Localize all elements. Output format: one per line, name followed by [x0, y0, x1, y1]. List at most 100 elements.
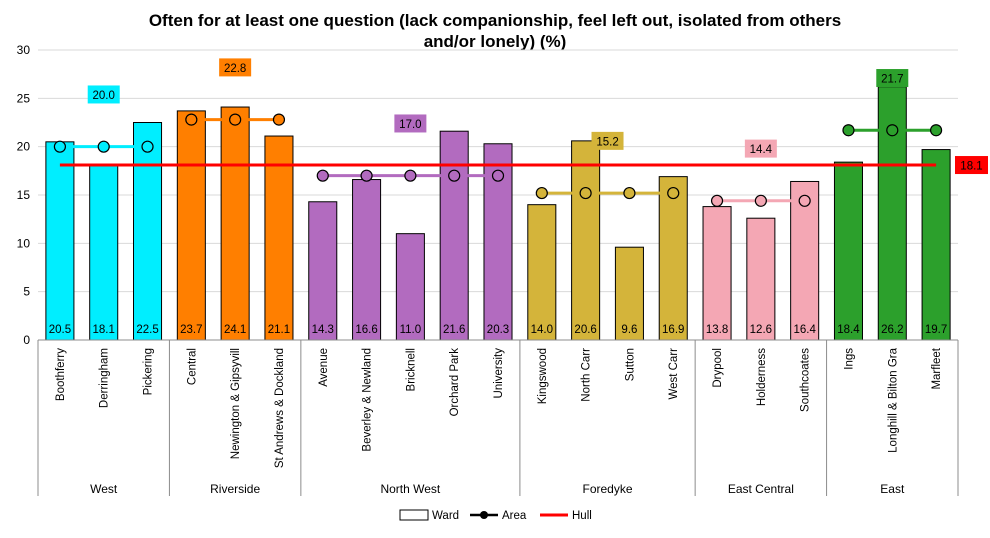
bar-kingswood	[527, 204, 557, 341]
bar-sutton	[614, 246, 644, 341]
bar-pickering	[133, 122, 163, 341]
ward-label-longhill-bilton-gra: Longhill & Bilton Gra	[887, 347, 899, 452]
area-marker-east-central	[754, 194, 767, 207]
bar-value-label-southcoates: 16.4	[793, 324, 816, 336]
area-marker-west	[97, 140, 110, 153]
area-value-box-east	[876, 69, 909, 88]
ward-label-boothferry: Boothferry	[55, 348, 67, 401]
area-value-label-foredyke: 15.2	[596, 136, 618, 148]
area-value-label-east: 21.7	[881, 74, 903, 86]
y-tick-label: 10	[17, 236, 31, 250]
area-marker-foredyke	[667, 186, 680, 200]
bar-value-label-pickering: 22.5	[136, 324, 158, 336]
y-tick-label: 30	[17, 43, 31, 57]
area-name-foredyke: Foredyke	[583, 482, 633, 496]
bar-value-label-bricknell: 11.0	[400, 324, 422, 336]
y-tick-label: 25	[17, 91, 31, 105]
ward-bars: 20.5 18.1 22.5 23.7 24.1 21.1 14.3 16.6 11.0 21.6…	[45, 86, 951, 341]
area-name-east-central: East Central	[728, 482, 794, 496]
area-value-box-north-west	[394, 114, 427, 133]
ward-label-north-carr: North Carr	[581, 348, 593, 402]
bar-value-label-st-andrews-dockland: 21.1	[268, 324, 290, 336]
bar-value-label-kingswood: 14.0	[531, 324, 553, 336]
legend-label-hull: Hull	[572, 510, 592, 522]
area-marker-west	[53, 140, 67, 153]
bar-value-label-sutton: 9.6	[621, 324, 637, 336]
hull-line-layer: 18.1	[59, 156, 988, 175]
area-value-label-west: 20.0	[93, 90, 115, 102]
bar-newington-gipsyvill	[220, 106, 250, 341]
area-marker-east	[842, 124, 855, 137]
area-value-box-west	[87, 85, 120, 104]
y-tick-label: 5	[23, 285, 30, 299]
legend: Ward Area Hull	[399, 509, 592, 522]
chart-title-line-2: and/or lonely) (%)	[424, 32, 567, 51]
ward-label-ings: Ings	[843, 348, 855, 370]
bar-west-carr	[658, 176, 688, 341]
bar-value-label-central: 23.7	[180, 324, 202, 336]
ward-label-st-andrews-dockland: St Andrews & Dockland	[274, 348, 286, 468]
area-marker-riverside	[272, 113, 286, 126]
legend-swatch-ward	[399, 509, 429, 521]
area-marker-north-west	[491, 169, 505, 182]
ward-label-orchard-park: Orchard Park	[449, 348, 461, 417]
area-marker-north-west	[448, 169, 461, 182]
ward-label-newington-gipsyvill: Newington & Gipsyvill	[230, 348, 242, 459]
area-value-box-foredyke	[591, 131, 624, 150]
area-marker-foredyke	[535, 186, 548, 200]
bar-value-label-west-carr: 16.9	[662, 324, 684, 336]
hull-value-box	[955, 156, 988, 175]
x-axis: Boothferry Derringham Pickering West Central…	[37, 339, 959, 496]
hull-value-label: 18.1	[960, 161, 982, 173]
bar-drypool	[702, 206, 732, 341]
area-name-west: West	[90, 482, 118, 496]
bar-north-carr	[571, 140, 601, 341]
area-marker-riverside	[185, 113, 198, 126]
area-marker-north-west	[316, 169, 329, 182]
area-marker-riverside	[229, 113, 242, 126]
bar-value-label-beverley-newland: 16.6	[355, 324, 377, 336]
legend-label-area: Area	[502, 510, 527, 522]
ward-label-central: Central	[186, 348, 198, 385]
area-marker-foredyke	[623, 186, 636, 200]
ward-label-drypool: Drypool	[712, 348, 724, 388]
ward-label-beverley-newland: Beverley & Newland	[362, 348, 374, 452]
area-marker-east-central	[798, 194, 811, 207]
bar-marfleet	[921, 149, 951, 341]
bar-avenue	[308, 201, 338, 341]
area-lines-layer: 20.0 22.8 17.0 15.2 14.4 21.7	[53, 58, 943, 207]
y-tick-label: 0	[23, 333, 30, 347]
ward-label-holderness: Holderness	[756, 348, 768, 406]
ward-label-west-carr: West Carr	[668, 348, 680, 400]
area-value-label-riverside: 22.8	[224, 63, 246, 75]
bar-southcoates	[790, 180, 820, 341]
bar-value-label-university: 20.3	[487, 324, 509, 336]
bar-central	[176, 110, 206, 341]
bar-value-label-longhill-bilton-gra: 26.2	[881, 324, 903, 336]
area-marker-east	[929, 124, 943, 137]
bar-st-andrews-dockland	[264, 135, 294, 341]
chart-title-line-1: Often for at least one question (lack co…	[149, 11, 841, 30]
area-marker-north-west	[360, 169, 373, 182]
bar-value-label-ings: 18.4	[837, 324, 860, 336]
area-value-label-east-central: 14.4	[750, 144, 773, 156]
ward-label-sutton: Sutton	[624, 348, 636, 381]
y-tick-label: 20	[17, 140, 31, 154]
ward-label-kingswood: Kingswood	[537, 348, 549, 404]
area-name-east: East	[880, 482, 905, 496]
bar-beverley-newland	[352, 179, 382, 341]
bar-value-label-newington-gipsyvill: 24.1	[224, 324, 246, 336]
legend-swatch-area-marker	[480, 511, 488, 519]
area-marker-west	[141, 140, 154, 153]
legend-label-ward: Ward	[432, 510, 459, 522]
bar-orchard-park	[439, 130, 469, 341]
bar-holderness	[746, 217, 776, 341]
area-marker-north-west	[404, 169, 417, 182]
area-value-label-north-west: 17.0	[399, 119, 421, 131]
ward-label-bricknell: Bricknell	[405, 348, 417, 391]
bar-boothferry	[45, 141, 75, 341]
ward-label-university: University	[493, 348, 505, 399]
ward-label-pickering: Pickering	[143, 348, 155, 395]
